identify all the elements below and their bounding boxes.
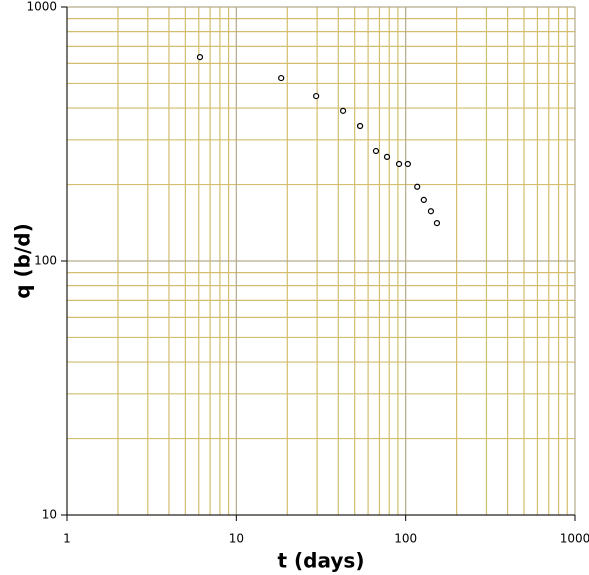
data-point bbox=[196, 53, 204, 61]
x-axis-label: t (days) bbox=[278, 549, 365, 573]
data-point bbox=[372, 147, 380, 155]
data-point bbox=[433, 219, 441, 227]
data-point bbox=[356, 122, 364, 130]
data-point bbox=[414, 183, 421, 190]
y-tick-label: 100 bbox=[34, 254, 57, 268]
x-tick-label: 100 bbox=[394, 532, 417, 546]
data-point bbox=[278, 74, 285, 82]
data-point bbox=[427, 208, 435, 215]
x-tick-label: 10 bbox=[229, 532, 244, 546]
y-axis-label: q (b/d) bbox=[11, 223, 35, 299]
data-point bbox=[420, 196, 427, 204]
data-point bbox=[404, 160, 411, 168]
data-point bbox=[395, 160, 403, 168]
data-point bbox=[313, 92, 320, 100]
y-tick-label: 10 bbox=[42, 508, 57, 522]
x-tick-label: 1 bbox=[63, 532, 71, 546]
x-tick-label: 1000 bbox=[560, 532, 589, 546]
data-point bbox=[383, 153, 391, 160]
data-point bbox=[339, 107, 347, 114]
y-tick-label: 1000 bbox=[26, 0, 57, 14]
